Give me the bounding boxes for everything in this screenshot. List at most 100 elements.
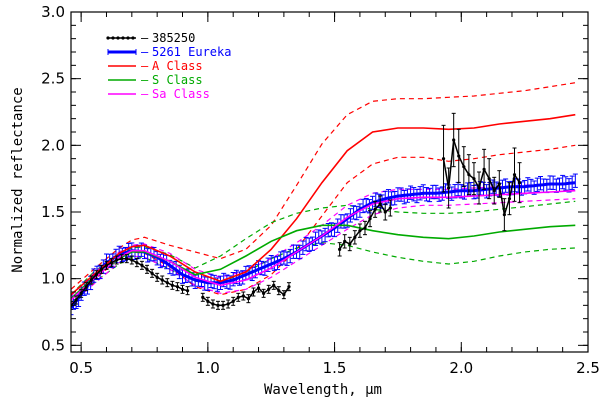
385250-point — [353, 235, 357, 239]
a-class-line — [71, 113, 576, 296]
385250-point — [246, 297, 251, 301]
x-tick-label: 2.5 — [576, 359, 600, 377]
385250-point — [482, 167, 486, 171]
sa-class-line — [71, 189, 576, 301]
s-class-upper-line — [71, 200, 576, 296]
a-class-lower-line — [71, 144, 576, 301]
y-tick-label: 2.5 — [41, 70, 65, 88]
385250-line — [442, 139, 521, 215]
385250-point — [180, 287, 185, 291]
axes: 0.5 1.0 1.5 2.0 2.5 0.5 1.0 1.5 2.0 2.5 3.0 — [41, 3, 600, 377]
385250-point — [201, 295, 205, 299]
385250-point — [79, 291, 83, 295]
385250-point — [206, 299, 210, 303]
y-tick-label: 0.5 — [41, 336, 65, 354]
legend-label: 385250 — [152, 31, 195, 45]
385250-point — [241, 294, 245, 298]
sa-class-upper-line — [71, 182, 576, 297]
legend-dash: – — [141, 45, 149, 59]
385250-point — [383, 210, 387, 214]
385250-point — [99, 267, 104, 271]
385250-point — [378, 202, 382, 206]
385250-point — [517, 181, 522, 185]
385250-point — [358, 229, 362, 233]
385250-point — [155, 275, 159, 279]
385250-point — [115, 258, 119, 262]
legend-marker-385250 — [121, 36, 125, 40]
385250-point — [452, 138, 456, 142]
385250-point — [348, 242, 352, 246]
385250-point — [109, 261, 114, 265]
385250-point — [457, 154, 461, 158]
385250-point — [175, 285, 180, 289]
385250-point — [272, 283, 276, 287]
x-tick-label: 1.5 — [323, 359, 347, 377]
385250-point — [231, 299, 235, 303]
x-tick-label: 0.5 — [69, 359, 93, 377]
legend-label: Sa Class — [152, 87, 210, 101]
385250-point — [89, 278, 93, 282]
y-tick-label: 1.5 — [41, 203, 65, 221]
385250-point — [236, 295, 240, 299]
385250-point — [84, 285, 88, 289]
s-class-line — [71, 224, 576, 300]
385250-point — [160, 278, 164, 282]
385250-point — [447, 186, 451, 190]
385250-point — [251, 290, 256, 294]
385250-point — [125, 257, 129, 261]
385250-point — [221, 303, 225, 307]
legend-marker-385250 — [131, 36, 135, 40]
385250-point — [487, 177, 491, 181]
385250-point — [94, 273, 98, 277]
385250-point — [477, 186, 481, 190]
385250-point — [211, 302, 215, 306]
385250-point — [282, 293, 286, 297]
a-class-upper-line — [71, 82, 576, 290]
385250-point — [363, 226, 367, 230]
385250-point — [472, 177, 476, 181]
385250-point — [130, 258, 134, 262]
385250-point — [262, 291, 266, 295]
385250-point — [368, 217, 372, 221]
385250-point — [502, 213, 506, 217]
legend-marker-385250 — [126, 36, 130, 40]
385250-point — [338, 247, 342, 251]
385250-point — [267, 287, 271, 291]
385250-point — [388, 206, 392, 210]
y-axis-title: Normalized reflectance — [10, 87, 26, 272]
legend-label: 5261 Eureka — [152, 45, 231, 59]
385250-point — [462, 165, 466, 169]
385250-point — [256, 286, 261, 290]
385250-point — [277, 289, 281, 293]
x-tick-label: 1.0 — [196, 359, 220, 377]
385250-point — [145, 267, 149, 271]
legend: –385250– 5261 Eureka– A Class– S Class– Sa C… — [106, 31, 231, 101]
legend-dash: – — [141, 59, 149, 73]
y-tick-label: 1.0 — [41, 270, 65, 288]
y-tick-label: 3.0 — [41, 3, 65, 21]
385250-point — [492, 189, 496, 193]
385250-point — [74, 298, 78, 302]
legend-label: A Class — [152, 59, 203, 73]
385250-point — [104, 263, 109, 267]
385250-point — [512, 173, 517, 177]
legend-label: S Class — [152, 73, 203, 87]
legend-dash: – — [141, 87, 149, 101]
385250-point — [150, 271, 154, 275]
legend-marker-385250 — [116, 36, 120, 40]
385250-point — [226, 302, 230, 306]
plot-frame — [70, 11, 589, 353]
385250-point — [507, 197, 512, 201]
385250-point — [216, 303, 220, 307]
x-tick-label: 2.0 — [449, 359, 473, 377]
legend-dash: – — [141, 73, 149, 87]
x-axis-title: Wavelength, μm — [264, 382, 382, 398]
legend-dash: – — [141, 31, 149, 45]
385250-point — [441, 157, 446, 161]
plot-area — [71, 82, 578, 316]
385250-point — [343, 239, 347, 243]
385250-point — [120, 257, 124, 261]
y-tick-label: 2.0 — [41, 136, 65, 154]
385250-point — [185, 289, 190, 293]
